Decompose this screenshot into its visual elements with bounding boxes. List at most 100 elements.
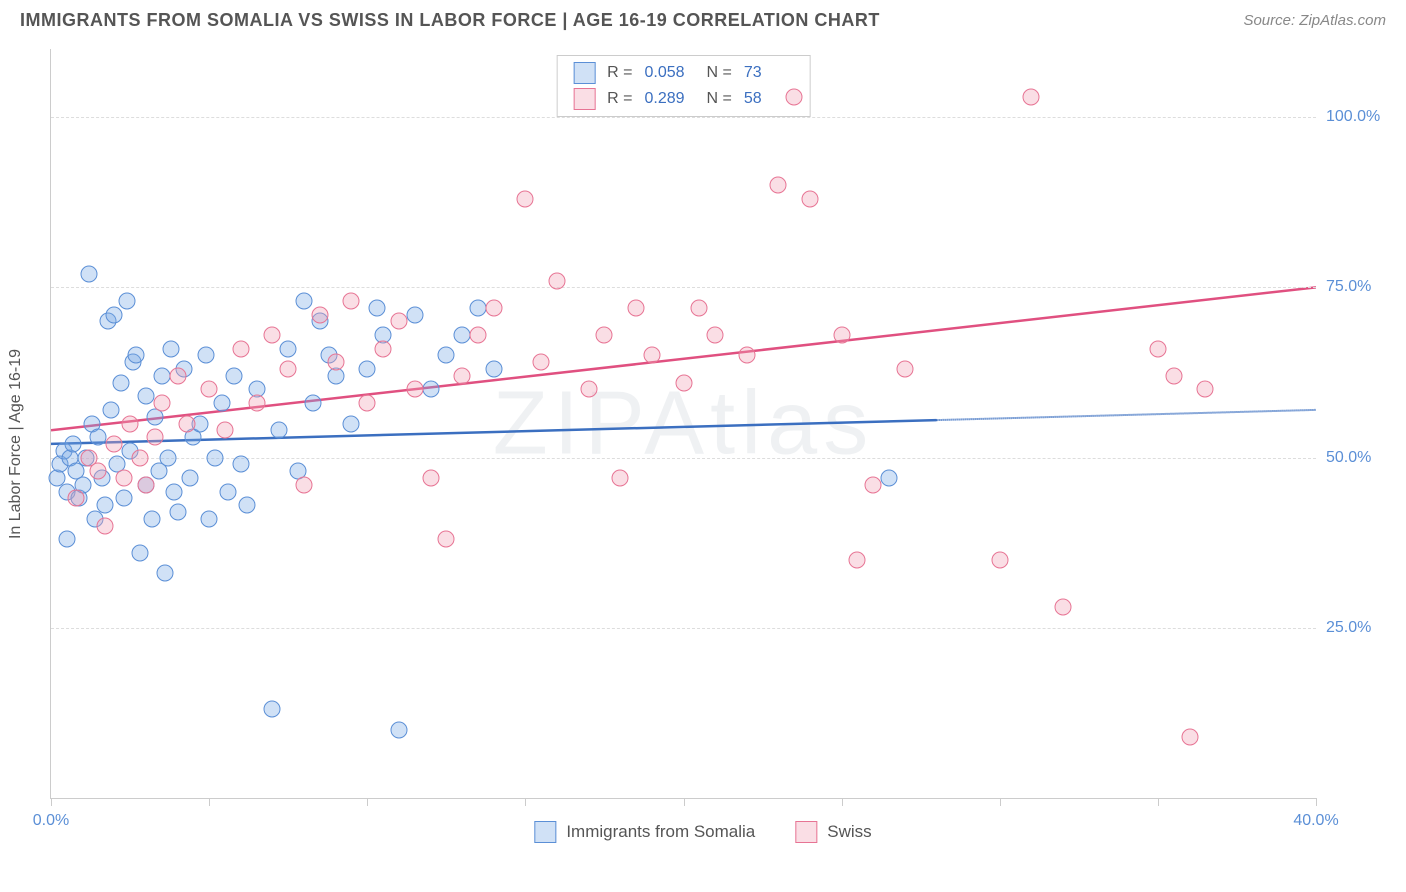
x-tick-label: 0.0%: [33, 812, 69, 830]
data-point: [485, 299, 502, 316]
series-legend-label: Immigrants from Somalia: [566, 822, 755, 842]
data-point: [438, 347, 455, 364]
series-legend-label: Swiss: [827, 822, 871, 842]
data-point: [160, 449, 177, 466]
series-legend: Immigrants from Somalia Swiss: [534, 821, 871, 843]
data-point: [549, 272, 566, 289]
data-point: [296, 292, 313, 309]
trend-line-extrapolated: [937, 410, 1317, 420]
data-point: [991, 551, 1008, 568]
data-point: [182, 469, 199, 486]
data-point: [248, 395, 265, 412]
data-point: [137, 476, 154, 493]
data-point: [770, 177, 787, 194]
data-point: [137, 388, 154, 405]
chart-container: In Labor Force | Age 16-19 ZIPAtlas R =0…: [0, 39, 1406, 849]
data-point: [311, 306, 328, 323]
data-point: [675, 374, 692, 391]
data-point: [802, 190, 819, 207]
series-legend-item: Swiss: [795, 821, 871, 843]
data-point: [296, 476, 313, 493]
data-point: [156, 565, 173, 582]
data-point: [220, 483, 237, 500]
legend-swatch: [573, 62, 595, 84]
data-point: [65, 435, 82, 452]
data-point: [1149, 340, 1166, 357]
data-point: [201, 510, 218, 527]
trend-lines-layer: [51, 49, 1316, 798]
data-point: [786, 88, 803, 105]
data-point: [375, 340, 392, 357]
data-point: [68, 490, 85, 507]
data-point: [106, 435, 123, 452]
data-point: [896, 361, 913, 378]
data-point: [128, 347, 145, 364]
data-point: [90, 463, 107, 480]
data-point: [106, 306, 123, 323]
x-tick: [684, 798, 685, 806]
data-point: [517, 190, 534, 207]
gridline: [51, 287, 1316, 288]
data-point: [1023, 88, 1040, 105]
correlation-legend: R =0.058N =73R =0.289N =58: [556, 55, 811, 117]
data-point: [849, 551, 866, 568]
data-point: [343, 415, 360, 432]
data-point: [122, 415, 139, 432]
series-legend-item: Immigrants from Somalia: [534, 821, 755, 843]
data-point: [643, 347, 660, 364]
data-point: [865, 476, 882, 493]
chart-title: IMMIGRANTS FROM SOMALIA VS SWISS IN LABO…: [20, 10, 880, 31]
data-point: [454, 326, 471, 343]
data-point: [390, 313, 407, 330]
data-point: [115, 469, 132, 486]
x-tick: [525, 798, 526, 806]
data-point: [454, 367, 471, 384]
data-point: [881, 469, 898, 486]
gridline: [51, 117, 1316, 118]
n-value: 73: [744, 64, 794, 82]
data-point: [596, 326, 613, 343]
data-point: [147, 429, 164, 446]
data-point: [707, 326, 724, 343]
r-value: 0.289: [645, 90, 695, 108]
gridline: [51, 628, 1316, 629]
data-point: [438, 531, 455, 548]
r-value: 0.058: [645, 64, 695, 82]
data-point: [153, 367, 170, 384]
data-point: [1165, 367, 1182, 384]
data-point: [280, 361, 297, 378]
data-point: [469, 326, 486, 343]
data-point: [422, 381, 439, 398]
data-point: [197, 347, 214, 364]
data-point: [96, 497, 113, 514]
data-point: [1197, 381, 1214, 398]
data-point: [390, 721, 407, 738]
x-tick: [842, 798, 843, 806]
data-point: [80, 265, 97, 282]
data-point: [239, 497, 256, 514]
x-tick: [1316, 798, 1317, 806]
data-point: [178, 415, 195, 432]
source-label: Source: ZipAtlas.com: [1243, 12, 1386, 29]
x-tick: [1158, 798, 1159, 806]
data-point: [216, 422, 233, 439]
data-point: [166, 483, 183, 500]
data-point: [270, 422, 287, 439]
data-point: [103, 401, 120, 418]
data-point: [264, 701, 281, 718]
data-point: [112, 374, 129, 391]
plot-area: ZIPAtlas R =0.058N =73R =0.289N =58 25.0…: [50, 49, 1316, 799]
x-tick: [367, 798, 368, 806]
data-point: [118, 292, 135, 309]
data-point: [280, 340, 297, 357]
data-point: [580, 381, 597, 398]
data-point: [1055, 599, 1072, 616]
data-point: [96, 517, 113, 534]
data-point: [628, 299, 645, 316]
data-point: [207, 449, 224, 466]
y-tick-label: 75.0%: [1326, 278, 1396, 296]
data-point: [469, 299, 486, 316]
data-point: [422, 469, 439, 486]
data-point: [327, 354, 344, 371]
data-point: [226, 367, 243, 384]
